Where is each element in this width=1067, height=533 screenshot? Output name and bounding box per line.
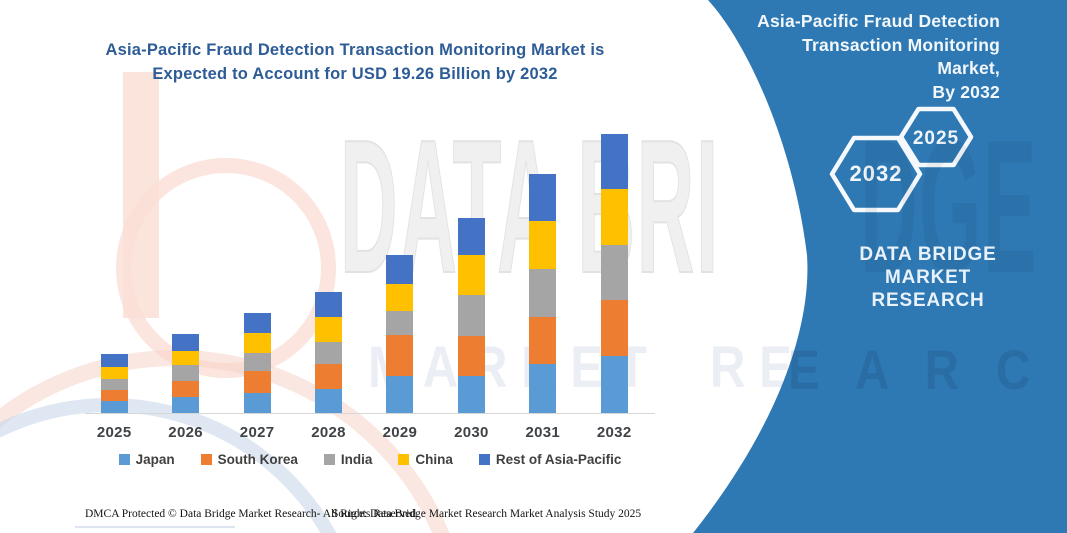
bar-segment-india-2029 bbox=[386, 310, 414, 335]
legend-swatch-india bbox=[323, 454, 335, 465]
bar-segment-rest-of-asia-pacific-2027 bbox=[243, 312, 271, 333]
side-panel-background bbox=[693, 0, 1067, 533]
chart-legend: Japan South Korea India China Rest of Asia-P… bbox=[85, 452, 655, 467]
bar-segment-china-2031 bbox=[529, 221, 557, 269]
footer-accent-line bbox=[75, 526, 235, 528]
bar-segment-japan-2032 bbox=[600, 356, 628, 413]
side-panel-title-line1: Asia-Pacific Fraud Detection bbox=[757, 11, 1000, 31]
legend-swatch-japan bbox=[118, 454, 130, 465]
bar-segment-india-2028 bbox=[315, 342, 342, 364]
brand-name-line2: RESEARCH bbox=[871, 290, 985, 311]
bar-segment-south-korea-2028 bbox=[315, 364, 342, 389]
side-panel-title: Asia-Pacific Fraud Detection Transaction… bbox=[735, 10, 1000, 104]
panel-watermark-text-top: DGE bbox=[860, 101, 1038, 313]
bar-segment-india-2025 bbox=[100, 378, 128, 390]
bar-segment-japan-2029 bbox=[386, 376, 414, 413]
hexagon-2032 bbox=[829, 135, 923, 213]
panel-watermark-text-bottom: E A R C H bbox=[788, 338, 1067, 401]
legend-item-japan: Japan bbox=[118, 452, 175, 467]
x-axis-label-2026: 2026 bbox=[168, 424, 203, 441]
legend-item-india: India bbox=[323, 452, 373, 467]
footer-dmca-text: DMCA Protected © Data Bridge Market Rese… bbox=[85, 508, 419, 520]
bar-segment-south-korea-2030 bbox=[457, 336, 485, 377]
legend-item-china: China bbox=[398, 452, 453, 467]
bar-segment-china-2028 bbox=[315, 317, 342, 342]
bar-segment-india-2026 bbox=[172, 364, 200, 382]
legend-swatch-south-korea bbox=[200, 454, 212, 465]
legend-label-japan: Japan bbox=[135, 452, 175, 467]
hexagon-2025-label: 2025 bbox=[913, 128, 959, 149]
footer-source-text: Source: Data Bridge Market Research Mark… bbox=[332, 508, 642, 520]
bar-segment-india-2027 bbox=[243, 352, 271, 372]
legend-label-china: China bbox=[415, 452, 453, 467]
bar-segment-rest-of-asia-pacific-2031 bbox=[529, 173, 557, 222]
bar-segment-rest-of-asia-pacific-2030 bbox=[457, 217, 485, 256]
x-axis-line bbox=[85, 413, 655, 414]
legend-swatch-china bbox=[398, 454, 410, 465]
bar-segment-china-2032 bbox=[600, 188, 628, 245]
bar-segment-japan-2026 bbox=[172, 397, 200, 413]
bar-segment-south-korea-2032 bbox=[600, 300, 628, 357]
bar-segment-india-2031 bbox=[529, 268, 557, 317]
hexagon-2032-label: 2032 bbox=[850, 161, 903, 186]
bar-segment-rest-of-asia-pacific-2025 bbox=[100, 353, 128, 367]
brand-name: DATA BRIDGE MARKET RESEARCH bbox=[828, 243, 1028, 312]
bar-segment-rest-of-asia-pacific-2026 bbox=[172, 334, 200, 352]
chart-title-line1: Asia-Pacific Fraud Detection Transaction… bbox=[105, 41, 605, 59]
x-axis-label-2029: 2029 bbox=[382, 424, 418, 441]
x-axis-label-2027: 2027 bbox=[239, 424, 275, 441]
bar-segment-japan-2028 bbox=[315, 388, 342, 413]
side-panel-title-line2: Transaction Monitoring Market, bbox=[802, 34, 1000, 79]
chart-title-line2: Expected to Account for USD 19.26 Billio… bbox=[152, 65, 558, 83]
x-axis-label-2030: 2030 bbox=[454, 424, 489, 441]
x-axis-label-2028: 2028 bbox=[311, 424, 346, 441]
bar-segment-south-korea-2027 bbox=[243, 371, 271, 393]
bar-segment-india-2032 bbox=[600, 244, 628, 301]
bar-segment-china-2029 bbox=[386, 283, 414, 311]
legend-swatch-rest-of-asia-pacific bbox=[478, 454, 490, 465]
bar-segment-rest-of-asia-pacific-2029 bbox=[386, 254, 414, 284]
bar-segment-japan-2027 bbox=[243, 393, 271, 413]
bar-segment-china-2027 bbox=[243, 332, 271, 353]
bar-segment-japan-2031 bbox=[529, 363, 557, 413]
bar-segment-rest-of-asia-pacific-2028 bbox=[315, 292, 342, 318]
hexagon-2025 bbox=[898, 106, 974, 168]
legend-label-south-korea: South Korea bbox=[217, 452, 298, 467]
bar-segment-south-korea-2025 bbox=[100, 389, 128, 401]
bar-segment-japan-2030 bbox=[457, 376, 485, 413]
x-axis-label-2031: 2031 bbox=[525, 424, 561, 441]
legend-label-rest-of-asia-pacific: Rest of Asia-Pacific bbox=[495, 452, 622, 467]
legend-label-india: India bbox=[340, 452, 373, 467]
side-panel-title-line3: By 2032 bbox=[932, 81, 1000, 102]
brand-name-line1: DATA BRIDGE MARKET bbox=[859, 244, 997, 288]
chart-title: Asia-Pacific Fraud Detection Transaction… bbox=[75, 38, 635, 86]
bar-segment-rest-of-asia-pacific-2032 bbox=[600, 134, 628, 189]
bar-segment-china-2026 bbox=[172, 351, 200, 365]
bar-segment-china-2025 bbox=[100, 366, 128, 379]
bar-segment-south-korea-2029 bbox=[386, 334, 414, 377]
bar-segment-south-korea-2026 bbox=[172, 381, 200, 398]
legend-item-rest-of-asia-pacific: Rest of Asia-Pacific bbox=[478, 452, 622, 467]
bar-segment-india-2030 bbox=[457, 295, 485, 337]
bar-segment-japan-2025 bbox=[100, 400, 128, 413]
bar-segment-china-2030 bbox=[457, 255, 485, 296]
legend-item-south-korea: South Korea bbox=[200, 452, 298, 467]
bar-segment-south-korea-2031 bbox=[529, 317, 557, 364]
x-axis-label-2025: 2025 bbox=[96, 424, 132, 441]
x-axis-label-2032: 2032 bbox=[596, 424, 632, 441]
